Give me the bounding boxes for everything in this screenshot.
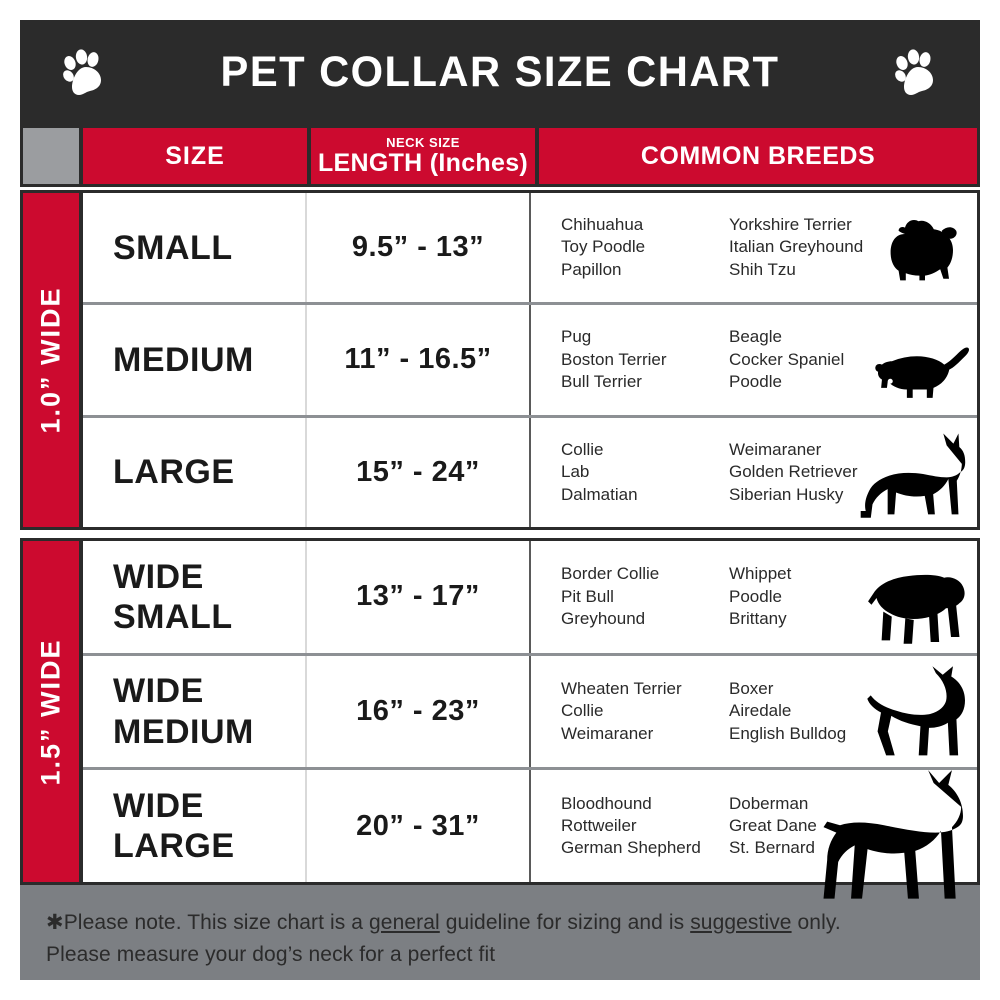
table-header-row: SIZE NECK SIZE LENGTH (Inches) COMMON BR… bbox=[20, 125, 980, 187]
row-breeds: Chihuahua Toy Poodle Papillon Yorkshire Te… bbox=[531, 193, 977, 302]
footer-underline-general: general bbox=[369, 911, 440, 934]
row-breeds: Pug Boston Terrier Bull Terrier Beagle Cock… bbox=[531, 305, 977, 414]
breeds-column-left: Wheaten Terrier Collie Weimaraner bbox=[561, 678, 682, 743]
footer-text-c: only. bbox=[791, 911, 841, 934]
header-breeds: COMMON BREEDS bbox=[539, 128, 977, 184]
table-row[interactable]: LARGE 15” - 24” Collie Lab Dalmatian Weima… bbox=[83, 417, 977, 527]
width-label-text: 1.5” WIDE bbox=[35, 637, 66, 786]
row-size: WIDE MEDIUM bbox=[83, 655, 307, 768]
row-length: 15” - 24” bbox=[307, 417, 531, 527]
footer-underline-suggestive: suggestive bbox=[690, 911, 792, 934]
table-row[interactable]: WIDE MEDIUM 16” - 23” Wheaten Terrier Coll… bbox=[83, 655, 977, 771]
footer-line-1: ✱Please note. This size chart is a gener… bbox=[46, 907, 954, 939]
breeds-column-right: Beagle Cocker Spaniel Poodle bbox=[729, 327, 845, 392]
width-label-text: 1.0” WIDE bbox=[35, 286, 66, 434]
row-size: SMALL bbox=[83, 193, 307, 303]
row-size: MEDIUM bbox=[83, 305, 307, 415]
table-row[interactable]: MEDIUM 11” - 16.5” Pug Boston Terrier Bull… bbox=[83, 305, 977, 418]
section-rows: SMALL 9.5” - 13” Chihuahua Toy Poodle Papi… bbox=[83, 193, 977, 527]
width-label-bar: 1.0” WIDE bbox=[23, 193, 79, 527]
footer-text-b: guideline for sizing and is bbox=[439, 911, 691, 934]
row-size: LARGE bbox=[83, 417, 307, 527]
table-row[interactable]: WIDE SMALL 13” - 17” Border Collie Pit Bul… bbox=[83, 541, 977, 656]
row-length: 13” - 17” bbox=[307, 541, 531, 653]
row-size: WIDE LARGE bbox=[83, 770, 307, 883]
footer-line-2: Please measure your dog’s neck for a per… bbox=[46, 942, 496, 966]
footer-text-a: ✱Please note. This size chart is a bbox=[46, 911, 370, 934]
breeds-column-right: Whippet Poodle Brittany bbox=[729, 564, 792, 629]
breeds-column-left: Border Collie Pit Bull Greyhound bbox=[561, 564, 660, 629]
breeds-column-right: Yorkshire Terrier Italian Greyhound Shih T… bbox=[729, 215, 864, 279]
page-title: PET COLLAR SIZE CHART bbox=[220, 48, 780, 96]
breeds-column-right: Boxer Airedale English Bulldog bbox=[729, 678, 847, 743]
breeds-column-left: Pug Boston Terrier Bull Terrier bbox=[561, 327, 667, 392]
row-breeds: Border Collie Pit Bull Greyhound Whippet Po… bbox=[531, 541, 977, 653]
row-length: 16” - 23” bbox=[307, 655, 531, 768]
paw-print-icon-right bbox=[892, 47, 940, 99]
chart-title-bar: PET COLLAR SIZE CHART bbox=[20, 20, 980, 125]
breeds-column-left: Chihuahua Toy Poodle Papillon bbox=[561, 215, 646, 279]
paw-print-icon-left bbox=[60, 47, 108, 99]
row-size: WIDE SMALL bbox=[83, 541, 307, 653]
width-label-bar: 1.5” WIDE bbox=[23, 541, 79, 882]
table-row[interactable]: SMALL 9.5” - 13” Chihuahua Toy Poodle Papi… bbox=[83, 193, 977, 306]
header-length-sublabel: NECK SIZE bbox=[386, 134, 460, 150]
row-breeds: Bloodhound Rottweiler German Shepherd Dobe… bbox=[531, 770, 977, 882]
breeds-column-right: Doberman Great Dane St. Bernard bbox=[729, 793, 817, 858]
doberman-silhouette-icon bbox=[818, 770, 974, 913]
header-length: NECK SIZE LENGTH (Inches) bbox=[311, 128, 535, 184]
header-length-label: LENGTH (Inches) bbox=[317, 148, 529, 177]
row-breeds: Wheaten Terrier Collie Weimaraner Boxer Air… bbox=[531, 656, 977, 768]
row-length: 11” - 16.5” bbox=[307, 305, 531, 415]
row-length: 20” - 31” bbox=[307, 770, 531, 883]
breeds-column-right: Weimaraner Golden Retriever Siberian Husky bbox=[729, 439, 858, 504]
footer-note: ✱Please note. This size chart is a gener… bbox=[20, 885, 980, 980]
header-corner-cell bbox=[23, 128, 79, 184]
breeds-column-left: Collie Lab Dalmatian bbox=[561, 439, 638, 504]
breeds-column-left: Bloodhound Rottweiler German Shepherd bbox=[561, 793, 701, 858]
section-1-0-wide: 1.0” WIDE SMALL 9.5” - 13” Chihuahua Toy … bbox=[20, 190, 980, 530]
table-row[interactable]: WIDE LARGE 20” - 31” Bloodhound Rottweiler… bbox=[83, 770, 977, 883]
row-breeds: Collie Lab Dalmatian Weimaraner Golden Retr… bbox=[531, 418, 977, 527]
header-size: SIZE bbox=[83, 128, 307, 184]
row-length: 9.5” - 13” bbox=[307, 193, 531, 303]
